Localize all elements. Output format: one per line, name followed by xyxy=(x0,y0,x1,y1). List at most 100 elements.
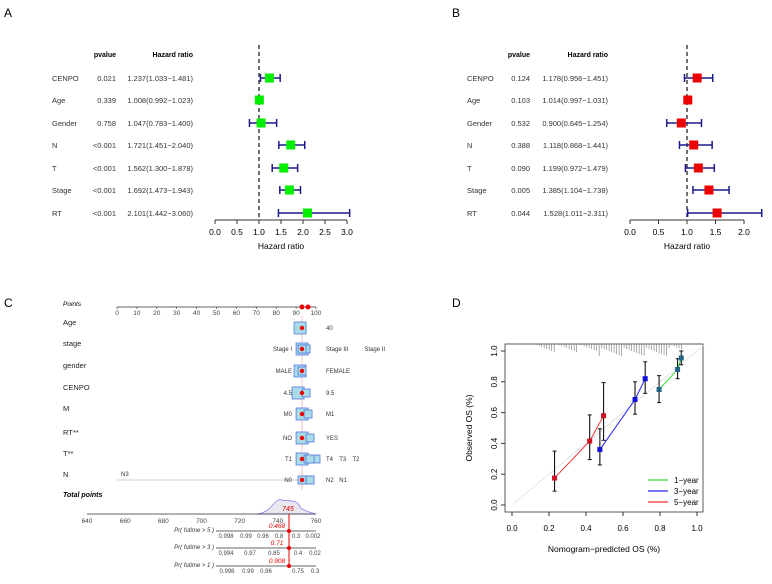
data-point xyxy=(632,397,638,403)
points-tick-label: 0 xyxy=(115,310,119,317)
x-tick-label: 0.6 xyxy=(617,524,629,533)
row-name: T xyxy=(467,164,472,173)
forest-plot-b: pvalue Hazard ratio CENPO 0.124 1.178(0.956−… xyxy=(467,45,763,251)
total-tick-label: 660 xyxy=(120,518,131,525)
row-pvalue: 0.388 xyxy=(511,141,530,150)
x-tick-label: 0.8 xyxy=(654,524,666,533)
level-label: T2 xyxy=(352,457,360,463)
y-tick-label: 0.6 xyxy=(490,406,499,418)
row-hazard-ratio: 1.199(0.972−1.479) xyxy=(542,164,608,173)
density-curve xyxy=(254,499,317,515)
panel-label-a: A xyxy=(4,6,12,20)
probability-tick-label: 0.99 xyxy=(240,534,252,540)
row-name: T xyxy=(52,164,57,173)
probability-tick-label: 0.99 xyxy=(242,569,254,575)
row-name: RT xyxy=(52,209,62,218)
data-point xyxy=(675,366,681,372)
row-pvalue: <0.001 xyxy=(93,209,116,218)
row-pvalue: 0.044 xyxy=(511,209,530,218)
probability-tick-label: 0.3 xyxy=(292,534,301,540)
variable-label: N xyxy=(63,470,68,479)
x-tick-label: 0.2 xyxy=(543,524,555,533)
hr-marker xyxy=(256,118,266,128)
level-label: 4.5 xyxy=(284,391,293,397)
x-axis-label: Nomogram−predicted OS (%) xyxy=(548,544,660,554)
probability-tick-label: 0.994 xyxy=(218,551,234,557)
row-name: RT xyxy=(467,209,477,218)
total-tick-label: 740 xyxy=(272,518,283,525)
variable-label: T** xyxy=(63,449,74,458)
data-point xyxy=(597,447,603,453)
row-name: Stage xyxy=(467,186,487,195)
level-label: M0 xyxy=(284,412,293,418)
row-hazard-ratio: 1.385(1.104−1.738) xyxy=(542,186,608,195)
hr-marker xyxy=(254,95,264,105)
level-label: Stage II xyxy=(364,347,385,353)
row-pvalue: 0.532 xyxy=(511,119,530,128)
selected-point xyxy=(299,390,305,396)
data-point xyxy=(678,355,684,361)
hr-marker xyxy=(286,140,296,150)
data-point xyxy=(552,475,558,481)
row-name: Gender xyxy=(467,119,493,128)
x-tick-label: 1.5 xyxy=(275,227,287,237)
row-pvalue: 0.758 xyxy=(97,119,116,128)
row-name: N xyxy=(52,141,57,150)
row-pvalue: 0.124 xyxy=(511,74,530,83)
probability-tick-label: 0.002 xyxy=(305,534,321,540)
y-tick-label: 1.0 xyxy=(490,345,499,357)
data-point xyxy=(656,387,662,392)
row-hazard-ratio: 1.721(1.451−2.040) xyxy=(127,141,193,150)
hazard-ratio-header: Hazard ratio xyxy=(153,52,193,59)
points-tick-label: 90 xyxy=(292,310,300,317)
level-box xyxy=(305,454,315,464)
probability-tick-label: 0.96 xyxy=(260,569,272,575)
row-name: N xyxy=(467,141,472,150)
x-tick-label: 2.5 xyxy=(319,227,331,237)
x-tick-label: 0.0 xyxy=(209,227,221,237)
x-axis-label: Hazard ratio xyxy=(664,241,711,251)
probability-value: 0.71 xyxy=(271,540,284,547)
level-box xyxy=(303,409,313,419)
probability-marker xyxy=(287,529,291,533)
panel-label-b: B xyxy=(452,6,460,20)
row-name: Age xyxy=(52,96,65,105)
hr-marker xyxy=(692,73,702,83)
variable-label: M xyxy=(63,404,69,413)
level-label: YES xyxy=(326,436,338,442)
row-name: CENPO xyxy=(52,74,79,83)
level-label: N3 xyxy=(121,472,129,478)
selected-point xyxy=(299,346,305,352)
row-pvalue: <0.001 xyxy=(93,164,116,173)
probability-tick-label: 0.4 xyxy=(294,551,303,557)
level-label: Stage I xyxy=(273,347,292,353)
y-tick-label: 0.4 xyxy=(490,437,499,449)
selected-point xyxy=(299,456,305,462)
data-point xyxy=(587,438,593,444)
data-point xyxy=(642,376,648,382)
row-pvalue: 0.005 xyxy=(511,186,530,195)
total-points-label: Total points xyxy=(63,492,103,499)
level-label: 9.5 xyxy=(326,391,335,397)
data-point xyxy=(601,413,607,419)
points-tick-label: 50 xyxy=(213,310,221,317)
hr-marker xyxy=(704,185,714,195)
level-label: T1 xyxy=(285,457,293,463)
probability-tick-label: 0.02 xyxy=(309,551,321,557)
probability-value: 0.908 xyxy=(269,558,286,565)
probability-tick-label: 0.998 xyxy=(218,534,234,540)
row-pvalue: 0.103 xyxy=(511,96,530,105)
ideal-line xyxy=(511,344,705,506)
legend-label: 3−year xyxy=(674,487,699,496)
x-tick-label: 1.0 xyxy=(691,524,703,533)
probability-marker xyxy=(287,546,291,550)
row-pvalue: 0.090 xyxy=(511,164,530,173)
selected-point xyxy=(299,477,305,483)
points-label: Points xyxy=(63,301,82,308)
points-tick-label: 20 xyxy=(153,310,161,317)
probability-tick-label: 0.3 xyxy=(311,569,320,575)
pvalue-header: pvalue xyxy=(508,52,530,59)
level-label: M1 xyxy=(326,412,335,418)
panel-label-d: D xyxy=(452,296,461,310)
x-tick-label: 0.4 xyxy=(580,524,592,533)
